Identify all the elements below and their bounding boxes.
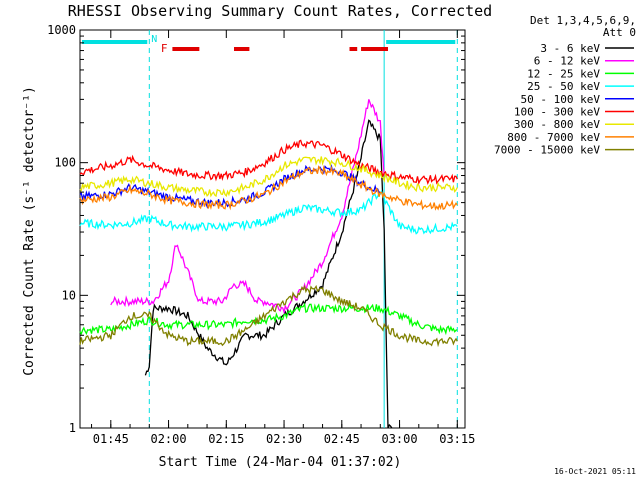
legend-header: Det 1,3,4,5,6,9, bbox=[530, 14, 636, 27]
tick-layer: 1 10 100 1000 01:45 02:00 02:15 02:30 02:45 03:00… bbox=[47, 23, 475, 446]
series-line bbox=[79, 302, 458, 336]
y-tick-label: 1 bbox=[69, 421, 76, 435]
x-tick-label: 03:00 bbox=[381, 432, 417, 446]
series-line bbox=[79, 189, 458, 235]
x-tick-label: 03:15 bbox=[439, 432, 475, 446]
series-line bbox=[79, 156, 458, 198]
x-tick-label: 02:15 bbox=[208, 432, 244, 446]
legend-label: 50 - 100 keV bbox=[521, 93, 601, 106]
x-tick-label: 02:30 bbox=[266, 432, 302, 446]
y-tick-label: 1000 bbox=[47, 23, 76, 37]
series-line bbox=[79, 164, 458, 211]
legend-label: 12 - 25 keV bbox=[527, 67, 600, 80]
legend-label: 800 - 7000 keV bbox=[507, 131, 600, 144]
footer-date: 16-Oct-2021 05:11 bbox=[554, 467, 636, 476]
legend-subheader: Att 0 bbox=[603, 26, 636, 39]
legend-label: 6 - 12 keV bbox=[534, 55, 601, 68]
series-line bbox=[79, 164, 381, 209]
series-line bbox=[144, 119, 393, 429]
x-tick-label: 02:45 bbox=[324, 432, 360, 446]
night-marker: N bbox=[151, 34, 157, 45]
series-line bbox=[79, 139, 458, 186]
series-line bbox=[79, 284, 458, 348]
x-tick-label: 02:00 bbox=[150, 432, 186, 446]
y-tick-label: 10 bbox=[62, 288, 76, 302]
legend-label: 25 - 50 keV bbox=[527, 80, 600, 93]
series-line bbox=[110, 99, 385, 315]
plot-frame bbox=[79, 29, 466, 429]
legend-label: 300 - 800 keV bbox=[514, 118, 600, 131]
y-tick-label: 100 bbox=[54, 156, 76, 170]
x-axis-label: Start Time (24-Mar-04 01:37:02) bbox=[159, 455, 402, 470]
x-tick-label: 01:45 bbox=[93, 432, 129, 446]
legend-label: 7000 - 15000 keV bbox=[494, 144, 600, 157]
legend-label: 100 - 300 keV bbox=[514, 106, 600, 119]
series-layer bbox=[79, 99, 458, 429]
y-axis-label: Corrected Count Rate (s⁻¹ detector⁻¹) bbox=[22, 86, 37, 376]
flare-marker: F bbox=[161, 42, 168, 55]
chart-title: RHESSI Observing Summary Count Rates, Co… bbox=[68, 2, 492, 20]
legend-label: 3 - 6 keV bbox=[540, 42, 600, 55]
